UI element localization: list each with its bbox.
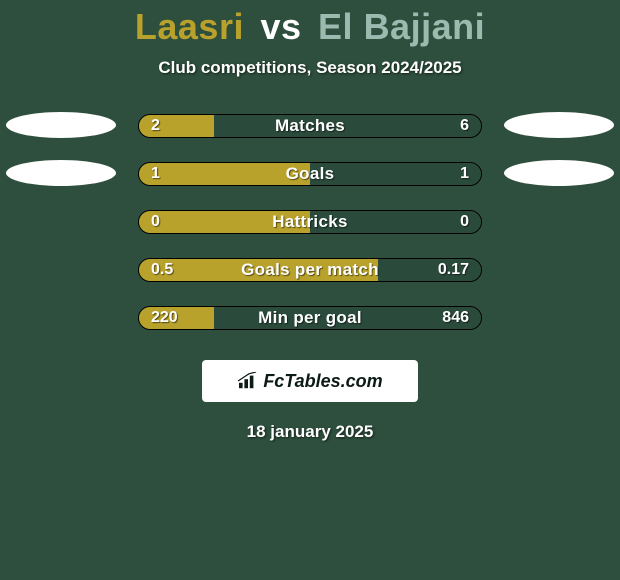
player2-fill [310, 163, 481, 185]
player2-marker [504, 112, 614, 138]
player1-fill [139, 163, 310, 185]
player1-value: 1 [151, 165, 160, 183]
snapshot-date: 18 january 2025 [0, 422, 620, 442]
content-wrapper: Laasri vs El Bajjani Club competitions, … [0, 0, 620, 442]
stat-bar: 220 846 Min per goal [138, 306, 482, 330]
player1-value: 0 [151, 213, 160, 231]
stat-row: 220 846 Min per goal [0, 306, 620, 330]
stat-bar: 2 6 Matches [138, 114, 482, 138]
stat-rows: 2 6 Matches 1 1 Goals 0 0 Hattricks 0.5 0.17 Goals … [0, 114, 620, 330]
player1-value: 220 [151, 309, 178, 327]
brand-text: FcTables.com [263, 371, 382, 392]
player2-marker [504, 160, 614, 186]
stat-label: Min per goal [258, 308, 362, 328]
stat-label: Goals [286, 164, 335, 184]
player2-fill [214, 115, 481, 137]
player2-value: 1 [460, 165, 469, 183]
player2-name: El Bajjani [318, 6, 485, 47]
player1-marker [6, 112, 116, 138]
brand-badge[interactable]: FcTables.com [202, 360, 418, 402]
stat-label: Goals per match [241, 260, 379, 280]
stat-label: Matches [275, 116, 345, 136]
player1-marker [6, 160, 116, 186]
player1-value: 0.5 [151, 261, 173, 279]
stat-bar: 0 0 Hattricks [138, 210, 482, 234]
vs-label: vs [260, 6, 301, 47]
stat-row: 1 1 Goals [0, 162, 620, 186]
stat-row: 0 0 Hattricks [0, 210, 620, 234]
player2-value: 6 [460, 117, 469, 135]
stat-bar: 1 1 Goals [138, 162, 482, 186]
bar-chart-icon [237, 372, 259, 390]
player2-value: 0.17 [438, 261, 469, 279]
page-background: Laasri vs El Bajjani Club competitions, … [0, 0, 620, 580]
stat-row: 0.5 0.17 Goals per match [0, 258, 620, 282]
player1-name: Laasri [135, 6, 244, 47]
stat-bar: 0.5 0.17 Goals per match [138, 258, 482, 282]
stat-row: 2 6 Matches [0, 114, 620, 138]
player2-value: 846 [442, 309, 469, 327]
stat-label: Hattricks [272, 212, 347, 232]
comparison-title: Laasri vs El Bajjani [0, 6, 620, 48]
player2-value: 0 [460, 213, 469, 231]
player1-value: 2 [151, 117, 160, 135]
subtitle: Club competitions, Season 2024/2025 [0, 58, 620, 78]
